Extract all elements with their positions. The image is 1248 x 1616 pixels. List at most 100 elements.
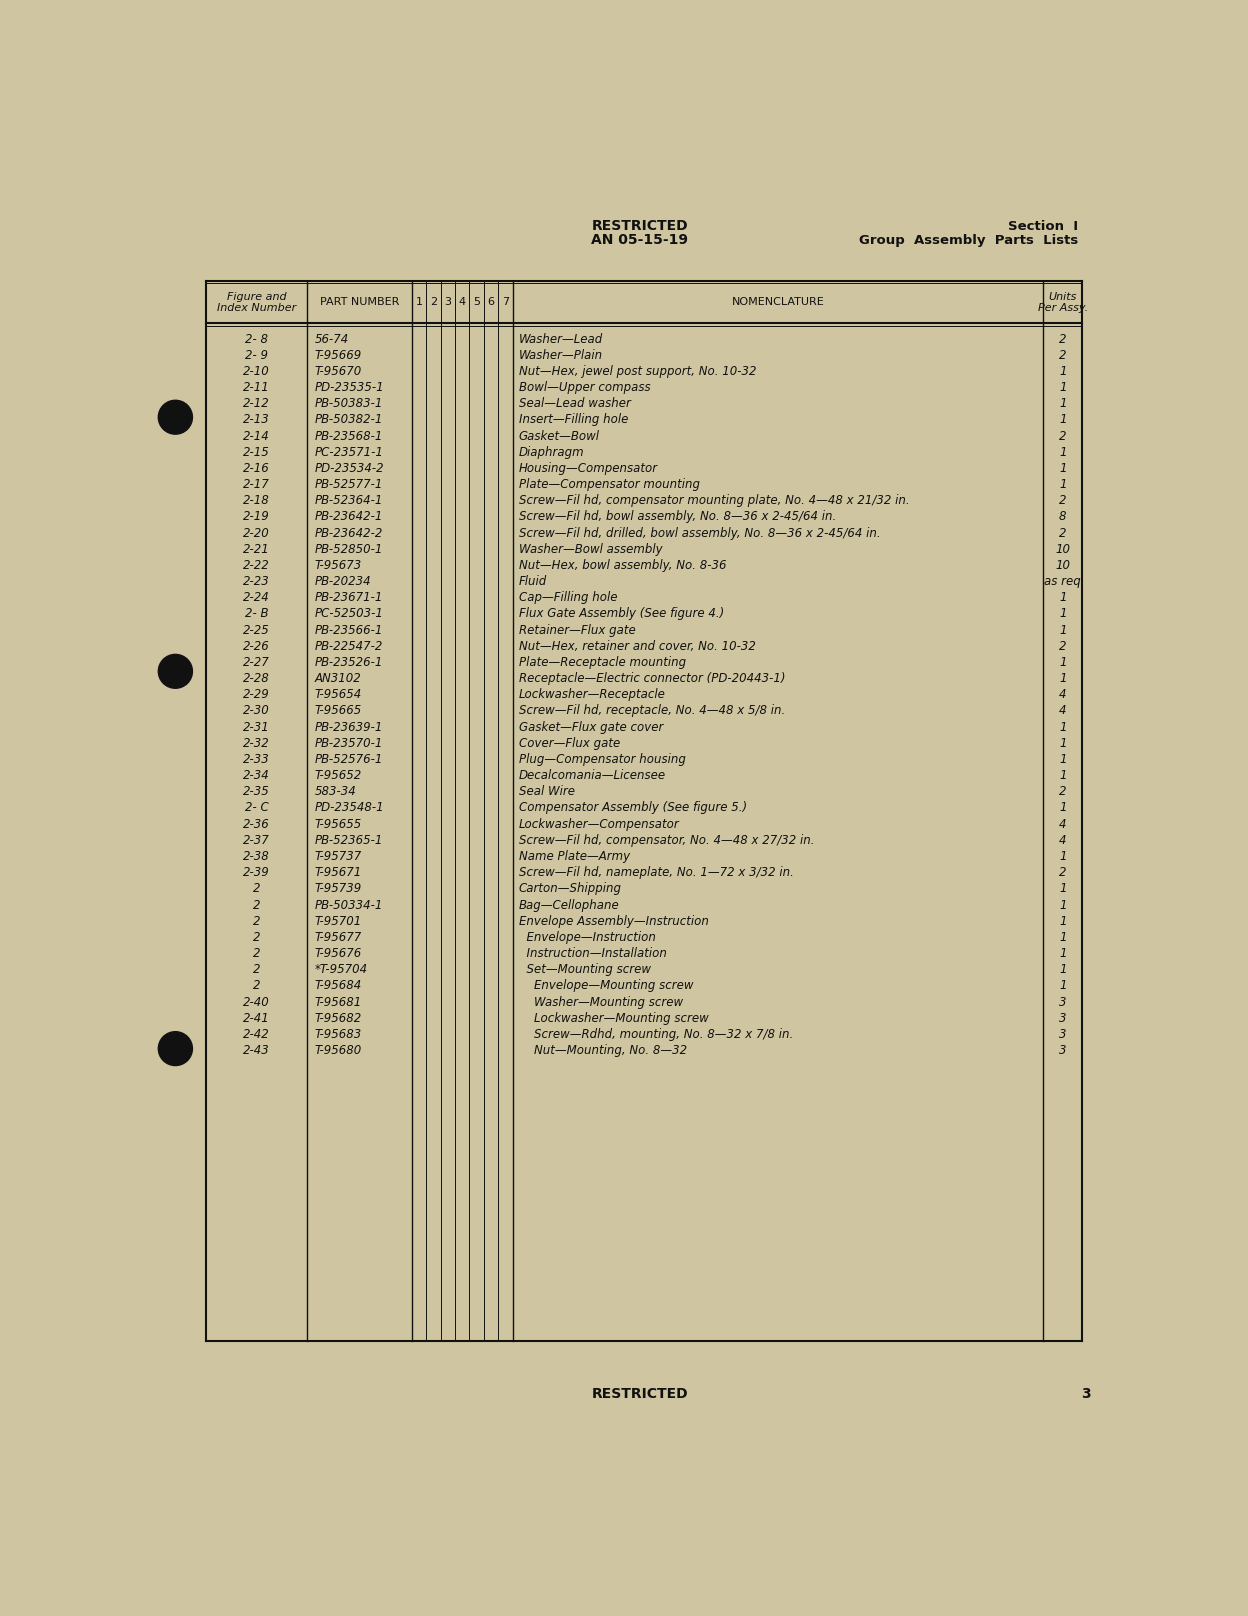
Text: PB-52364-1: PB-52364-1 — [314, 494, 383, 507]
Text: T-95680: T-95680 — [314, 1044, 362, 1057]
Text: Units: Units — [1048, 292, 1077, 302]
Text: Nut—Hex, retainer and cover, No. 10-32: Nut—Hex, retainer and cover, No. 10-32 — [519, 640, 755, 653]
Text: Per Assy.: Per Assy. — [1037, 304, 1088, 314]
Text: Lockwasher—Receptacle: Lockwasher—Receptacle — [519, 688, 665, 701]
Text: 1: 1 — [1060, 979, 1067, 992]
Text: 1: 1 — [1060, 882, 1067, 895]
Text: 1: 1 — [1060, 446, 1067, 459]
Text: 2-39: 2-39 — [243, 866, 270, 879]
Text: PB-23639-1: PB-23639-1 — [314, 721, 383, 734]
Text: PB-23671-1: PB-23671-1 — [314, 591, 383, 604]
Text: Screw—Rdhd, mounting, No. 8—32 x 7/8 in.: Screw—Rdhd, mounting, No. 8—32 x 7/8 in. — [519, 1028, 792, 1041]
Text: 2-14: 2-14 — [243, 430, 270, 443]
Text: PB-20234: PB-20234 — [314, 575, 372, 588]
Text: 2-15: 2-15 — [243, 446, 270, 459]
Text: PC-52503-1: PC-52503-1 — [314, 608, 383, 621]
Text: Bag—Cellophane: Bag—Cellophane — [519, 898, 619, 911]
Text: 1: 1 — [1060, 721, 1067, 734]
Text: PD-23548-1: PD-23548-1 — [314, 802, 384, 814]
Text: PB-50383-1: PB-50383-1 — [314, 398, 383, 410]
Text: Figure and: Figure and — [227, 292, 287, 302]
Text: 2: 2 — [253, 882, 261, 895]
Text: 1: 1 — [1060, 462, 1067, 475]
Text: 1: 1 — [1060, 656, 1067, 669]
Text: T-95681: T-95681 — [314, 995, 362, 1008]
Text: 2-13: 2-13 — [243, 414, 270, 427]
Text: 1: 1 — [1060, 478, 1067, 491]
Text: Retainer—Flux gate: Retainer—Flux gate — [519, 624, 635, 637]
Text: Envelope—Mounting screw: Envelope—Mounting screw — [519, 979, 693, 992]
Text: 2-38: 2-38 — [243, 850, 270, 863]
Text: 2-10: 2-10 — [243, 365, 270, 378]
Text: Seal Wire: Seal Wire — [519, 785, 574, 798]
Text: T-95669: T-95669 — [314, 349, 362, 362]
Text: 1: 1 — [1060, 591, 1067, 604]
Text: T-95683: T-95683 — [314, 1028, 362, 1041]
Text: 2: 2 — [253, 931, 261, 944]
Text: 3: 3 — [1081, 1387, 1091, 1401]
Text: 2-27: 2-27 — [243, 656, 270, 669]
Text: 2: 2 — [1060, 640, 1067, 653]
Text: 56-74: 56-74 — [314, 333, 349, 346]
Text: 2-28: 2-28 — [243, 672, 270, 685]
Text: Instruction—Installation: Instruction—Installation — [519, 947, 666, 960]
Circle shape — [158, 401, 192, 435]
Text: Plate—Receptacle mounting: Plate—Receptacle mounting — [519, 656, 686, 669]
Text: 1: 1 — [1060, 624, 1067, 637]
Text: T-95737: T-95737 — [314, 850, 362, 863]
Text: Screw—Fil hd, receptacle, No. 4—48 x 5/8 in.: Screw—Fil hd, receptacle, No. 4—48 x 5/8… — [519, 705, 785, 718]
Text: Group  Assembly  Parts  Lists: Group Assembly Parts Lists — [859, 234, 1078, 247]
Circle shape — [158, 1031, 192, 1065]
Text: T-95739: T-95739 — [314, 882, 362, 895]
Text: 7: 7 — [502, 297, 509, 307]
Text: 3: 3 — [1060, 995, 1067, 1008]
Text: 2: 2 — [429, 297, 437, 307]
Text: 2: 2 — [253, 979, 261, 992]
Text: 1: 1 — [416, 297, 422, 307]
Text: 1: 1 — [1060, 915, 1067, 928]
Text: Washer—Mounting screw: Washer—Mounting screw — [519, 995, 683, 1008]
Text: AN3102: AN3102 — [314, 672, 362, 685]
Text: 2-16: 2-16 — [243, 462, 270, 475]
Text: 2-41: 2-41 — [243, 1012, 270, 1025]
Text: PB-52576-1: PB-52576-1 — [314, 753, 383, 766]
Text: 2-42: 2-42 — [243, 1028, 270, 1041]
Text: Screw—Fil hd, compensator mounting plate, No. 4—48 x 21/32 in.: Screw—Fil hd, compensator mounting plate… — [519, 494, 910, 507]
Text: Lockwasher—Compensator: Lockwasher—Compensator — [519, 818, 679, 831]
Text: PD-23534-2: PD-23534-2 — [314, 462, 384, 475]
Text: Nut—Hex, jewel post support, No. 10-32: Nut—Hex, jewel post support, No. 10-32 — [519, 365, 756, 378]
Text: 1: 1 — [1060, 414, 1067, 427]
Text: 4: 4 — [458, 297, 466, 307]
Text: 2-32: 2-32 — [243, 737, 270, 750]
Text: 2-20: 2-20 — [243, 527, 270, 540]
Text: T-95671: T-95671 — [314, 866, 362, 879]
Text: 583-34: 583-34 — [314, 785, 357, 798]
Text: Plug—Compensator housing: Plug—Compensator housing — [519, 753, 685, 766]
Text: 2: 2 — [1060, 866, 1067, 879]
Text: PB-23570-1: PB-23570-1 — [314, 737, 383, 750]
Text: 4: 4 — [1060, 688, 1067, 701]
Text: 2- C: 2- C — [245, 802, 268, 814]
Text: 2-34: 2-34 — [243, 769, 270, 782]
Text: 2- B: 2- B — [245, 608, 268, 621]
Text: T-95670: T-95670 — [314, 365, 362, 378]
Text: PB-23642-1: PB-23642-1 — [314, 511, 383, 524]
Text: Diaphragm: Diaphragm — [519, 446, 584, 459]
Text: Nut—Mounting, No. 8—32: Nut—Mounting, No. 8—32 — [519, 1044, 686, 1057]
Text: 2-23: 2-23 — [243, 575, 270, 588]
Text: T-95677: T-95677 — [314, 931, 362, 944]
Text: 5: 5 — [473, 297, 480, 307]
Text: 4: 4 — [1060, 818, 1067, 831]
Text: 1: 1 — [1060, 769, 1067, 782]
Text: T-95655: T-95655 — [314, 818, 362, 831]
Text: 2: 2 — [1060, 785, 1067, 798]
Text: PD-23535-1: PD-23535-1 — [314, 381, 384, 394]
Text: 6: 6 — [488, 297, 494, 307]
Text: 2-19: 2-19 — [243, 511, 270, 524]
Text: 4: 4 — [1060, 834, 1067, 847]
Text: PB-52850-1: PB-52850-1 — [314, 543, 383, 556]
Text: 2: 2 — [253, 915, 261, 928]
Text: 2: 2 — [1060, 430, 1067, 443]
Text: T-95701: T-95701 — [314, 915, 362, 928]
Text: Screw—Fil hd, bowl assembly, No. 8—36 x 2-45/64 in.: Screw—Fil hd, bowl assembly, No. 8—36 x … — [519, 511, 836, 524]
